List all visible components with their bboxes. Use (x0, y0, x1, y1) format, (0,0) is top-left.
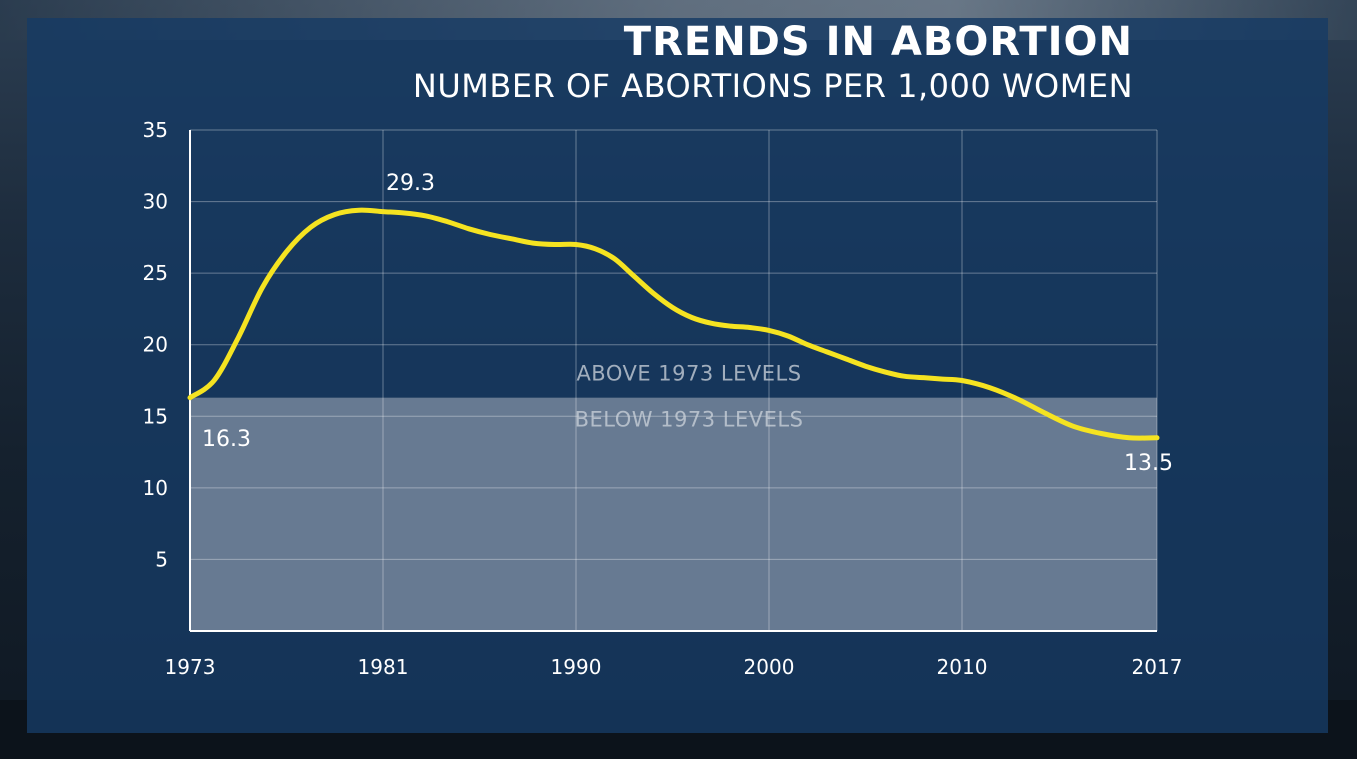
y-tick-label: 10 (143, 476, 168, 500)
y-tick-label: 30 (143, 190, 168, 214)
below-level-band (190, 397, 1157, 631)
axes (189, 130, 1157, 632)
data-label: 13.5 (1124, 451, 1173, 476)
y-tick-label: 35 (143, 118, 168, 142)
grid-lines (190, 129, 1158, 631)
y-tick-label: 5 (155, 547, 168, 571)
x-tick-label: 2000 (744, 655, 795, 679)
above-level-label: ABOVE 1973 LEVELS (576, 362, 801, 386)
x-tick-label: 1990 (551, 655, 602, 679)
data-label: 29.3 (386, 171, 435, 196)
y-tick-label: 15 (143, 404, 168, 428)
x-tick-label: 2017 (1132, 655, 1183, 679)
chart-title: TRENDS IN ABORTION (623, 19, 1133, 65)
series-line (187, 207, 1160, 441)
x-tick-label: 2010 (937, 655, 988, 679)
reference-band (190, 397, 1157, 631)
x-tick-labels: 1973 1981 1990 2000 2010 2017 (165, 655, 1183, 679)
x-tick-label: 1981 (358, 655, 409, 679)
y-tick-label: 25 (143, 261, 168, 285)
chart-header: TRENDS IN ABORTION NUMBER OF ABORTIONS P… (413, 18, 1133, 106)
y-tick-label: 20 (143, 333, 168, 357)
chart-subtitle: NUMBER OF ABORTIONS PER 1,000 WOMEN (412, 67, 1133, 105)
below-level-label: BELOW 1973 LEVELS (575, 408, 804, 432)
y-tick-labels: 5 10 15 20 25 30 35 (143, 118, 168, 571)
x-tick-label: 1973 (165, 655, 216, 679)
data-label: 16.3 (202, 427, 251, 452)
data-labels: 16.3 29.3 13.5 (202, 171, 1173, 476)
series-layer (187, 207, 1160, 441)
zone-labels: ABOVE 1973 LEVELS BELOW 1973 LEVELS (575, 362, 804, 432)
